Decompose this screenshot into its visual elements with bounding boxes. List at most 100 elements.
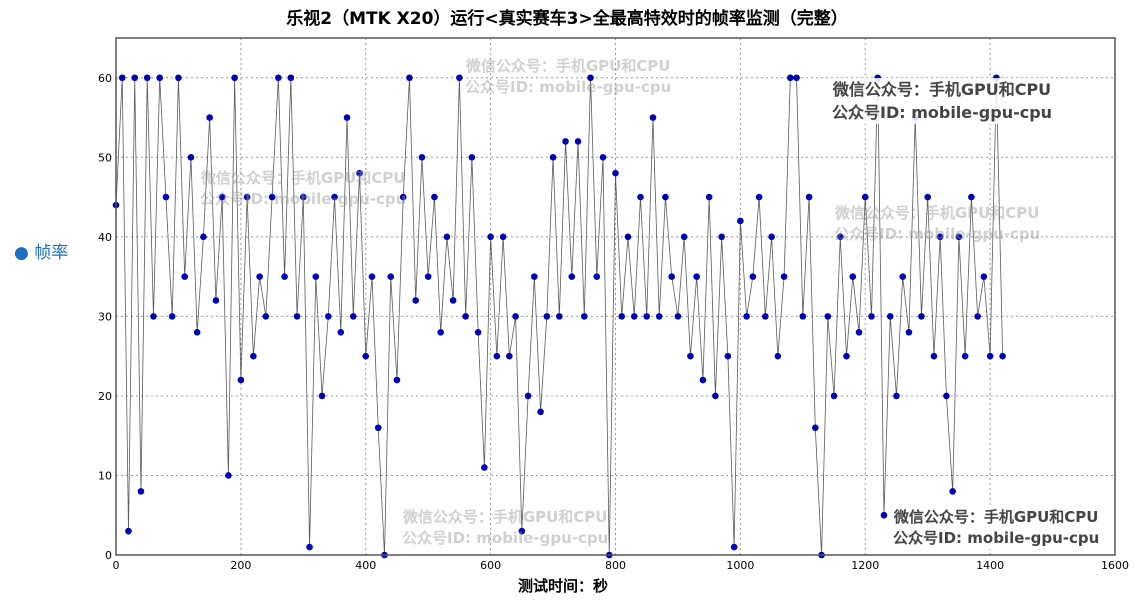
data-point	[306, 543, 313, 551]
data-point	[649, 114, 657, 121]
data-point	[506, 352, 513, 360]
data-point	[268, 193, 276, 201]
data-point	[799, 313, 807, 320]
data-point	[855, 328, 863, 336]
data-point	[312, 273, 320, 280]
data-point	[443, 233, 451, 241]
data-point	[212, 297, 220, 304]
data-point	[774, 352, 782, 360]
data-point	[943, 392, 950, 400]
data-point	[487, 233, 494, 241]
data-point	[524, 392, 532, 400]
data-point	[349, 313, 357, 320]
data-point	[549, 154, 557, 161]
x-tick-label: 600	[480, 559, 501, 572]
x-tick-label: 1600	[1101, 559, 1129, 572]
data-point	[387, 273, 395, 280]
data-point	[399, 193, 407, 201]
data-point	[930, 352, 938, 360]
data-point	[893, 392, 900, 400]
data-point	[599, 154, 607, 161]
data-point	[886, 313, 894, 320]
data-point	[518, 527, 526, 535]
data-point	[999, 352, 1006, 360]
data-point	[243, 193, 251, 201]
data-point	[481, 464, 488, 471]
data-point	[712, 392, 719, 400]
data-point	[724, 352, 732, 360]
chart-title: 乐视2（MTK X20）运行<真实赛车3>全最高特效时的帧率监测（完整）	[286, 9, 848, 29]
data-point	[499, 233, 507, 241]
data-point	[961, 352, 969, 360]
data-point	[618, 313, 626, 320]
data-point	[562, 138, 569, 145]
x-tick-label: 400	[355, 559, 376, 572]
data-point	[512, 313, 519, 320]
data-point	[993, 74, 1000, 82]
data-point	[705, 193, 713, 201]
data-point	[980, 273, 988, 280]
data-point	[911, 114, 919, 121]
legend-label: 帧率	[34, 243, 69, 263]
data-point	[730, 543, 738, 551]
data-point	[874, 74, 882, 82]
data-point	[755, 193, 763, 201]
data-point	[331, 193, 338, 201]
data-point	[805, 193, 813, 201]
x-tick-label: 1200	[851, 559, 879, 572]
data-point	[118, 74, 126, 82]
x-tick-label: 200	[230, 559, 251, 572]
data-point	[924, 193, 931, 201]
data-point	[843, 352, 850, 360]
data-point	[337, 328, 345, 336]
data-point	[200, 233, 207, 241]
x-axis-label: 测试时间：秒	[517, 577, 608, 595]
data-point	[593, 273, 601, 280]
data-point	[936, 233, 944, 241]
data-point	[468, 154, 476, 161]
data-point	[737, 217, 744, 225]
data-point	[624, 233, 632, 241]
data-point	[949, 488, 956, 495]
data-point	[462, 313, 469, 320]
y-tick-label: 0	[105, 549, 112, 562]
data-point	[168, 313, 176, 320]
data-point	[262, 313, 270, 320]
data-point	[281, 273, 288, 280]
data-point	[275, 74, 282, 82]
data-point	[256, 273, 263, 280]
data-point	[824, 313, 832, 320]
data-point	[193, 328, 201, 336]
data-point	[849, 273, 857, 280]
data-point	[131, 74, 139, 82]
data-point	[955, 233, 963, 241]
data-point	[580, 313, 588, 320]
data-point	[293, 313, 301, 320]
data-point	[393, 376, 401, 384]
data-point	[868, 313, 875, 320]
data-point	[537, 408, 544, 416]
y-tick-label: 60	[98, 72, 112, 85]
data-point	[836, 233, 844, 241]
y-tick-label: 40	[98, 231, 112, 244]
data-point	[137, 488, 145, 495]
data-point	[412, 297, 420, 304]
data-point	[474, 328, 482, 336]
data-point	[918, 313, 925, 320]
data-point	[986, 352, 994, 360]
data-point	[374, 424, 382, 432]
data-point	[206, 114, 213, 121]
y-tick-label: 20	[98, 390, 112, 403]
data-point	[187, 154, 195, 161]
data-point	[418, 154, 426, 161]
data-point	[287, 74, 295, 82]
data-point	[699, 376, 707, 384]
data-point	[150, 313, 157, 320]
data-point	[637, 193, 644, 201]
data-point	[687, 352, 694, 360]
y-tick-label: 10	[98, 469, 112, 482]
data-point	[830, 392, 838, 400]
data-point	[718, 233, 725, 241]
data-point	[905, 328, 913, 336]
